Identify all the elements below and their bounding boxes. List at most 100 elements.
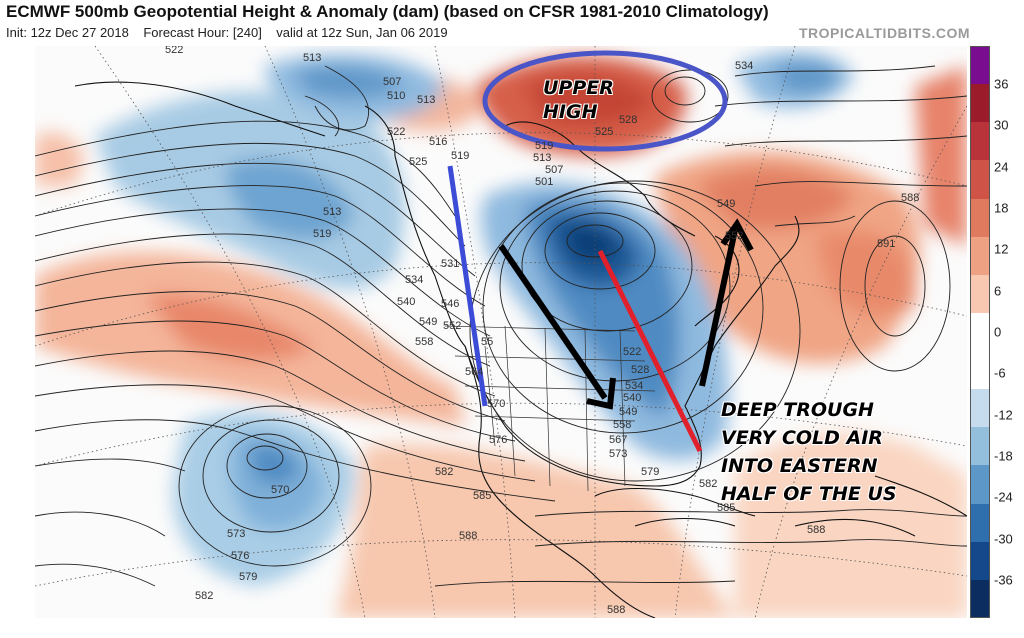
contour-label: 507 [545,164,564,176]
contour-label: 585 [473,490,492,502]
colorbar-segment [970,46,990,85]
contour-label: 573 [609,448,628,460]
colorbar-segment [970,236,990,276]
ridge-axis-line [447,165,488,407]
colorbar-segment [970,160,990,200]
map-subtitle: Init: 12z Dec 27 2018 Forecast Hour: [24… [6,25,448,40]
contour-label: 534 [735,60,754,72]
contour-label: 528 [619,114,638,126]
contour-label: 534 [625,380,644,392]
contour-label: 570 [487,398,506,410]
contour-label: 519 [535,140,554,152]
contour-label: 585 [717,502,736,514]
colorbar-tick-label: 0 [994,324,1002,340]
map-title: ECMWF 500mb Geopotential Height & Anomal… [6,2,769,21]
valid-time: valid at 12z Sun, Jan 06 2019 [276,25,448,40]
upper-high-label: UPPER HIGH [543,76,614,124]
forecast-hour: Forecast Hour: [240] [143,25,262,40]
colorbar-tick-label: -6 [994,365,1006,381]
contour-label: 591 [877,238,896,250]
contour-label: 528 [631,364,650,376]
colorbar-segment [970,579,990,619]
contour-label: 564 [465,366,484,378]
contour-label: 531 [441,258,460,270]
contour-label: 576 [489,434,508,446]
contour-label: 582 [699,478,718,490]
upper-high-circle [482,50,728,152]
annotation-line: VERY COLD AIR [721,427,883,449]
deep-trough-label: DEEP TROUGH VERY COLD AIR INTO EASTERN H… [721,396,897,508]
contour-label: 510 [387,90,406,102]
annotation-line: INTO EASTERN [721,455,878,477]
contour-label: 516 [429,136,448,148]
contour-label: 525 [595,126,614,138]
colorbar-segment [970,122,990,161]
warm-air-arrow [699,218,754,387]
contour-label: 552 [725,230,744,242]
anomaly-colorbar [970,46,990,619]
colorbar-tick-label: 36 [994,76,1009,92]
map-canvas [35,46,967,618]
contour-label: 513 [417,94,436,106]
colorbar-tick-label: 24 [994,159,1009,175]
contour-label: 558 [415,336,434,348]
contour-label: 552 [443,320,462,332]
contour-label: 582 [435,466,454,478]
height-contours [35,65,967,587]
cold-air-arrow [498,244,616,410]
latlon-grid [35,46,967,618]
contour-label: 519 [451,150,470,162]
init-time: Init: 12z Dec 27 2018 [6,25,129,40]
annotation-line: UPPER [543,77,614,99]
contour-label: 522 [387,126,406,138]
contour-label: 579 [641,466,660,478]
colorbar-segment [970,312,990,352]
contour-label: 507 [383,76,402,88]
colorbar-segment [970,503,990,543]
contour-label: 534 [405,274,424,286]
contour-label: 558 [613,419,632,431]
contour-label: 546 [441,298,460,310]
contour-label: 513 [533,152,552,164]
contour-label: 549 [419,316,438,328]
contour-label: 540 [397,296,416,308]
contour-label: 525 [409,156,428,168]
contour-label: 576 [231,550,250,562]
colorbar-segment [970,389,990,428]
contour-label: 549 [717,198,736,210]
contour-label: 513 [323,206,342,218]
contour-label: 588 [807,524,826,536]
colorbar-segment [970,541,990,581]
contour-label: 567 [609,434,628,446]
colorbar-tick-label: 18 [994,200,1009,216]
colorbar-segment [970,274,990,314]
colorbar-tick-label: -24 [994,489,1013,505]
colorbar-segment [970,198,990,238]
contour-label: 549 [619,406,638,418]
colorbar-tick-label: -30 [994,531,1013,547]
colorbar-tick-label: -18 [994,448,1013,464]
contour-label: 522 [623,346,642,358]
annotation-line: HALF OF THE US [721,483,897,505]
colorbar-tick-label: -36 [994,572,1013,588]
contour-label: 588 [901,192,920,204]
colorbar-tick-label: 30 [994,117,1009,133]
contour-label: 540 [623,392,642,404]
weather-map: 522 513 507 510 513 522 516 525 519 534 … [35,46,967,618]
contour-label: 582 [195,590,214,602]
contour-label: 573 [227,528,246,540]
contour-label: 501 [535,176,554,188]
brand-label: TROPICALTIDBITS.COM [798,25,970,41]
annotation-line: DEEP TROUGH [721,399,874,421]
colorbar-frame [970,46,990,618]
colorbar-tick-label: -12 [994,407,1013,423]
state-borders [444,325,656,492]
contour-label: 579 [239,571,258,583]
contour-label: 513 [303,52,322,64]
colorbar-tick-label: 6 [994,283,1002,299]
header: ECMWF 500mb Geopotential Height & Anomal… [0,0,1024,46]
colorbar-tick-label: 12 [994,241,1009,257]
contour-label: 522 [165,46,184,56]
contour-label: 55 [481,336,494,348]
trough-axis-line [597,249,703,453]
